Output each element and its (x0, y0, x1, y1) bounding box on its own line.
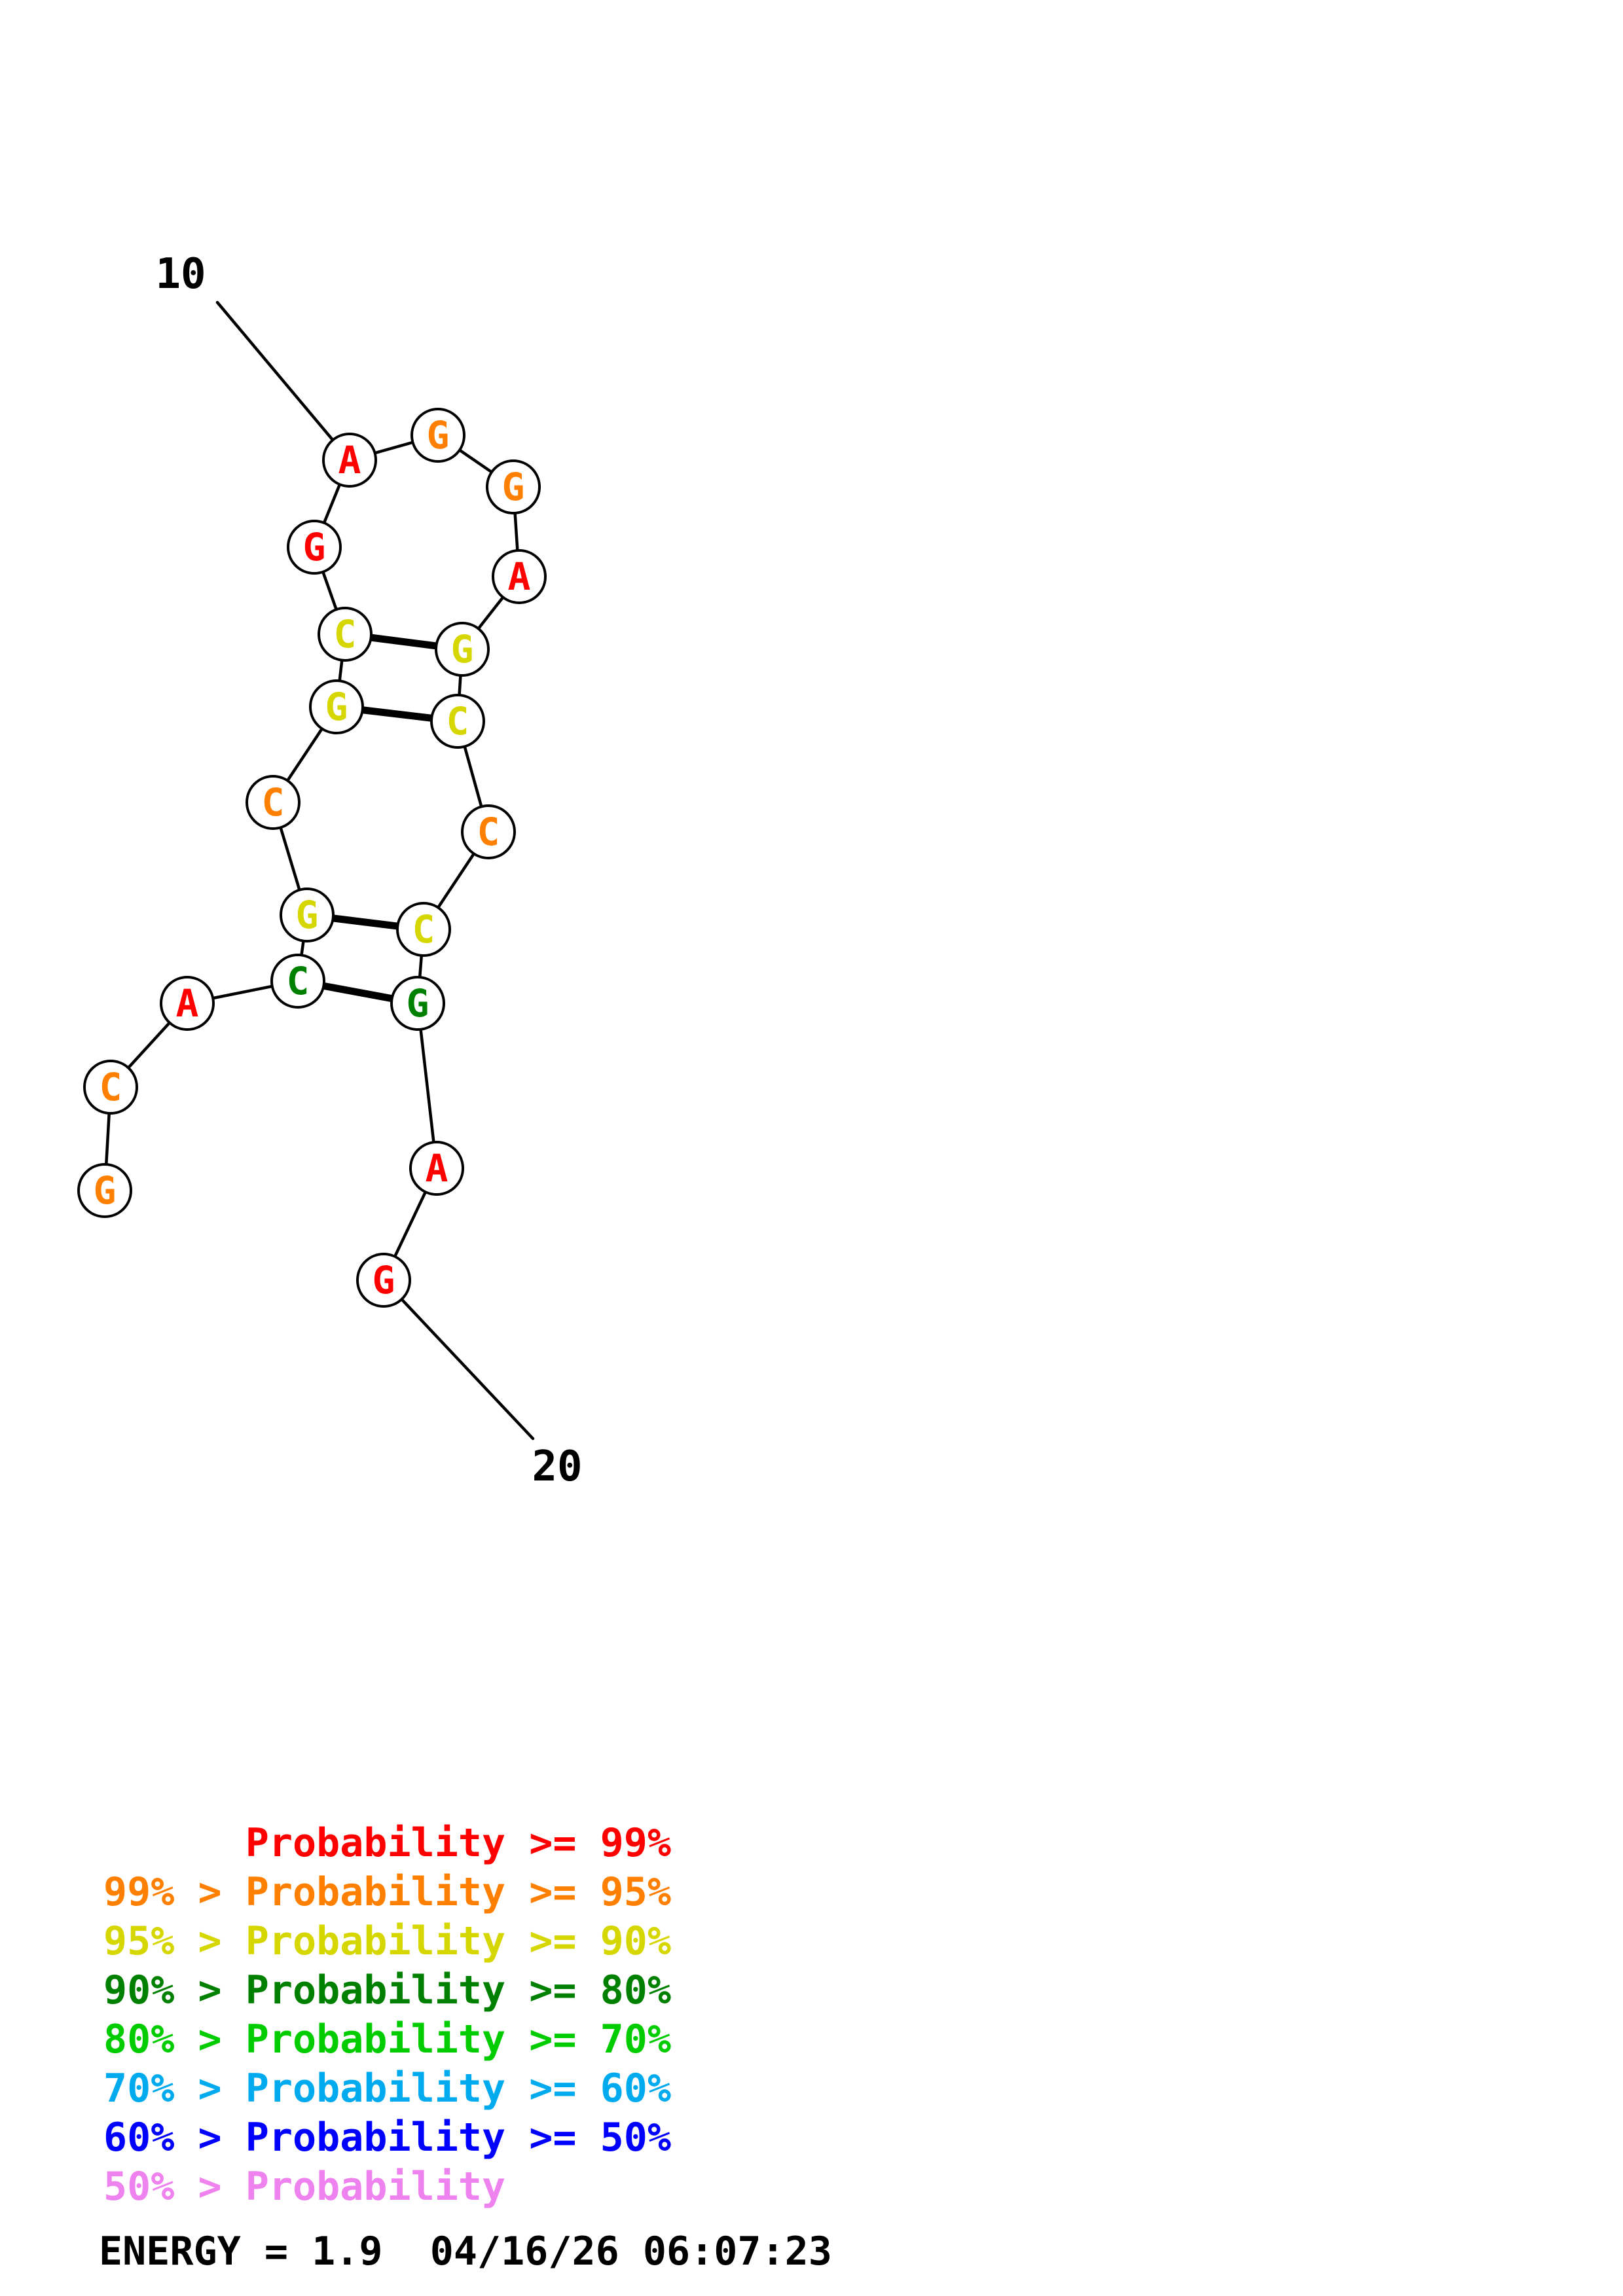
nucleotide-letter: G (303, 525, 326, 569)
nucleotide-circle (280, 888, 335, 942)
legend-row: 99% > Probability >= 95% (103, 1869, 671, 1915)
nucleotide: A (409, 1141, 464, 1196)
nucleotide-circle (435, 622, 490, 677)
nucleotide-letter: A (508, 554, 531, 599)
nucleotide-circle (318, 607, 373, 662)
nucleotide: C (430, 694, 485, 749)
nucleotide: G (77, 1163, 132, 1218)
nucleotide-circle (309, 679, 364, 734)
label-leader-line (382, 1278, 535, 1441)
nucleotide: C (461, 804, 516, 859)
energy-label: ENERGY = 1.9 04/16/26 06:07:23 (99, 2229, 832, 2274)
position-label: 20 (532, 1443, 582, 1491)
nucleotide-circle (492, 549, 547, 604)
nucleotide: C (246, 775, 301, 830)
nucleotide: G (309, 679, 364, 734)
labels-layer: 10 20 (155, 250, 582, 1491)
nucleotide-letter: G (407, 981, 429, 1026)
legend-row: 95% > Probability >= 90% (103, 1918, 671, 1964)
nucleotide: G (287, 520, 342, 575)
nucleotide: A (492, 549, 547, 604)
nucleotide-letter: C (412, 907, 435, 952)
nucleotide-circle (486, 459, 541, 514)
nucleotide-circle (356, 1253, 411, 1308)
nucleotide-circle (83, 1060, 138, 1115)
nucleotide: C (318, 607, 373, 662)
nucleotide-circle (390, 976, 445, 1031)
nucleotide-circle (77, 1163, 132, 1218)
nucleotide-letter: G (373, 1258, 395, 1302)
nucleotide: G (486, 459, 541, 514)
legend-row: 90% > Probability >= 80% (103, 1967, 671, 2013)
nucleotide: A (322, 433, 377, 488)
nucleotide-letter: A (338, 438, 361, 482)
nucleotide: G (356, 1253, 411, 1308)
backbone-line (416, 1001, 439, 1170)
nucleotide-letter: G (94, 1168, 117, 1213)
nucleotide-circle (246, 775, 301, 830)
nucleotide: C (270, 954, 325, 1009)
nucleotide: G (410, 408, 465, 463)
nucleotide: C (83, 1060, 138, 1115)
nucleotide-circle (461, 804, 516, 859)
nucleotide-letter: G (296, 893, 319, 937)
nucleotide-circle (396, 902, 451, 957)
nucleotide: C (396, 902, 451, 957)
nucleotide: G (390, 976, 445, 1031)
nucleotide-letter: G (502, 465, 525, 509)
nucleotide-circle (322, 433, 377, 488)
nucleotide: G (280, 888, 335, 942)
legend-row: 60% > Probability >= 50% (103, 2115, 671, 2161)
nucleotide-letter: G (325, 685, 348, 729)
nucleotide: A (160, 976, 215, 1031)
legend-row: 70% > Probability >= 60% (103, 2066, 671, 2111)
legend: Probability >= 99%99% > Probability >= 9… (103, 1820, 671, 2210)
nucleotide-circle (160, 976, 215, 1031)
nucleotide-letter: G (427, 413, 450, 457)
nucleotide-circle (409, 1141, 464, 1196)
nucleotide-letter: C (477, 810, 500, 854)
nucleotide-circle (287, 520, 342, 575)
legend-row: 50% > Probability (103, 2164, 505, 2210)
nucleotide-circle (410, 408, 465, 463)
nucleotide-letter: C (262, 780, 285, 825)
nucleotide-letter: A (426, 1146, 448, 1191)
nucleotide-circle (430, 694, 485, 749)
nucleotide-circle (270, 954, 325, 1009)
nucleotide-letter: C (287, 959, 310, 1003)
nucleotide-letter: C (334, 612, 357, 656)
nucleotide: G (435, 622, 490, 677)
nucleotide-letter: G (451, 627, 474, 672)
legend-row: Probability >= 99% (103, 1820, 671, 1866)
label-leader-line (215, 300, 352, 462)
position-label: 10 (155, 250, 206, 298)
legend-row: 80% > Probability >= 70% (103, 2017, 671, 2062)
nucleotide-letter: A (176, 981, 199, 1026)
nucleotide-letter: C (100, 1065, 122, 1109)
nucleotide-letter: C (447, 699, 469, 744)
